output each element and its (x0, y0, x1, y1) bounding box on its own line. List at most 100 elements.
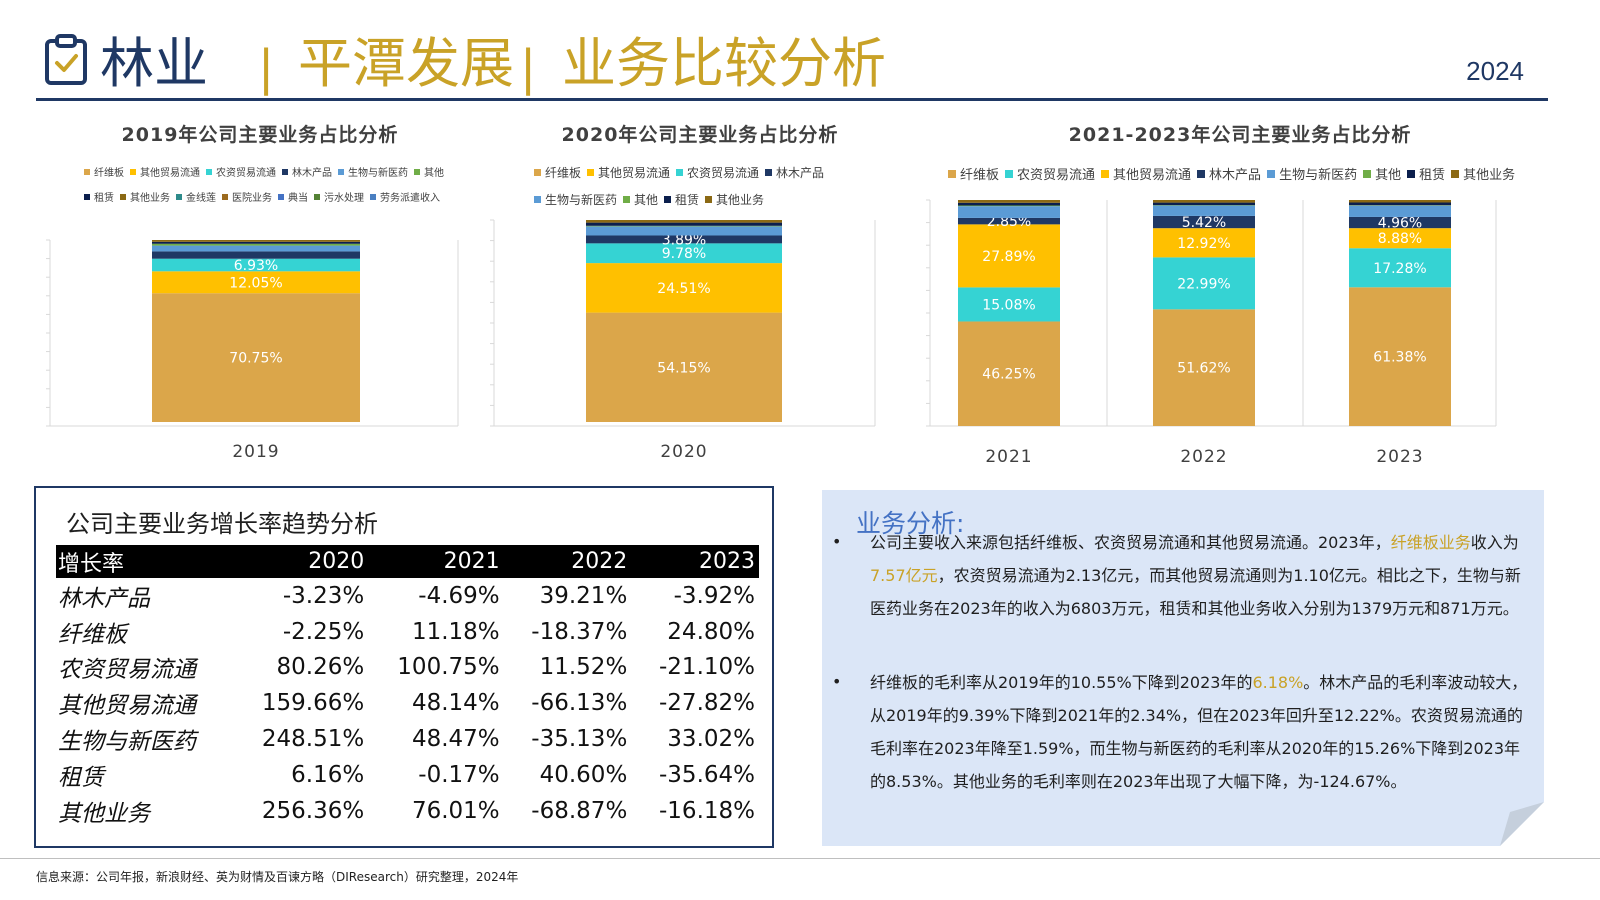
analysis-highlight: 纤维板业务 (1390, 533, 1471, 552)
table-header-year: 2022 (503, 545, 632, 578)
title-separator: | (258, 40, 275, 96)
source-note: 信息来源：公司年报，新浪财经、英为财情及百谏方略（DIResearch）研究整理… (36, 870, 519, 884)
growth-rate: -27.82% (659, 690, 755, 717)
business-name: 纤维板 (58, 621, 127, 648)
legend-label: 纤维板 (94, 168, 124, 179)
bar-segment (586, 222, 782, 226)
legend-item: 生物与新医药 (534, 191, 617, 208)
analysis-text: 纤维板的毛利率从2019年的10.55%下降到2023年的 (870, 673, 1253, 692)
growth-rate: 11.52% (539, 654, 628, 681)
legend-swatch (1407, 169, 1416, 178)
growth-rate: -18.37% (531, 618, 628, 645)
data-label: 9.78% (662, 246, 706, 262)
data-label: 51.62% (1177, 361, 1230, 377)
legend-swatch (206, 168, 212, 175)
bar-segment (1153, 309, 1255, 426)
legend-swatch (84, 193, 90, 200)
table-row: 农资贸易流通 80.26% 100.75% 11.52% -21.10% (56, 650, 759, 686)
business-name: 生物与新医药 (58, 729, 196, 756)
bar-segment (1349, 228, 1451, 249)
data-label: 15.08% (982, 297, 1035, 313)
table-row: 租赁 6.16% -0.17% 40.60% -35.64% (56, 757, 759, 793)
chart-legend: 纤维板 其他贸易流通 农资贸易流通 林木产品 生物与新医药 其他 租赁 其他业务 金线莲 医院业务… (84, 164, 464, 204)
growth-rate: -35.13% (531, 726, 628, 753)
data-label: 5.42% (1182, 215, 1226, 231)
bar-segment (1153, 228, 1255, 258)
legend-item: 其他贸易流通 (1101, 164, 1191, 183)
legend-item: 污水处理 (314, 189, 364, 204)
analysis-text: 收入为 (1470, 533, 1519, 552)
legend-swatch (414, 168, 420, 175)
growth-rate: 24.80% (667, 618, 755, 645)
legend-label: 污水处理 (324, 193, 364, 204)
growth-rate: 6.16% (291, 761, 365, 788)
legend-swatch (120, 193, 126, 200)
bullet-icon: • (832, 672, 842, 691)
chart-plot: 46.25% 15.08% 27.89% 2.85% 2021 51.62% 22.99% 1… (926, 199, 1497, 467)
bar-segment (1153, 200, 1255, 203)
bar-segment (152, 241, 360, 244)
legend-item: 金线莲 (176, 189, 216, 204)
legend-label: 租赁 (675, 193, 700, 207)
chart-title: 2020年公司主要业务占比分析 (561, 124, 839, 146)
bar-segment (1349, 205, 1451, 217)
legend-label: 其他贸易流通 (1113, 168, 1192, 183)
analysis-paragraph-2: 纤维板的毛利率从2019年的10.55%下降到2023年的6.18%。林木产品的… (870, 666, 1530, 798)
data-label: 17.28% (1373, 261, 1426, 277)
legend-label: 其他业务 (716, 193, 765, 207)
analysis-highlight: 6.18% (1252, 673, 1304, 692)
legend-label: 租赁 (1419, 168, 1446, 183)
growth-rate: 100.75% (397, 654, 500, 681)
legend-item: 其他业务 (705, 191, 764, 208)
legend-label: 其他贸易流通 (140, 168, 200, 179)
data-label: 2.85% (987, 214, 1031, 230)
bar-segment (1349, 202, 1451, 206)
legend-item: 其他 (623, 191, 658, 208)
legend-label: 金线莲 (186, 193, 216, 204)
legend-label: 劳务派遣收入 (380, 193, 440, 204)
bar-segment (586, 235, 782, 244)
bar-segment (152, 293, 360, 422)
data-label: 12.92% (1177, 236, 1230, 252)
growth-rate: 248.51% (261, 726, 365, 753)
legend-swatch (1267, 169, 1276, 178)
legend-item: 纤维板 (84, 164, 124, 179)
category-label: 2019 (232, 442, 279, 462)
growth-rate: 159.66% (261, 690, 365, 717)
bar-segment (1153, 205, 1255, 216)
legend-item: 其他 (414, 164, 444, 179)
chart-2021-2023: 2021-2023年公司主要业务占比分析 纤维板 农资贸易流通 其他贸易流通 林木产品… (920, 108, 1560, 478)
data-label: 4.96% (1378, 216, 1422, 232)
growth-table-panel: 公司主要业务增长率趋势分析 增长率 2020 2021 2022 2023 林木产品 -3… (34, 486, 774, 848)
data-label: 61.38% (1373, 350, 1426, 366)
growth-rate: -4.69% (418, 582, 500, 609)
legend-item: 租赁 (664, 191, 699, 208)
category-label: 2023 (1376, 447, 1423, 467)
chart-2020: 2020年公司主要业务占比分析 纤维板 其他贸易流通 农资贸易流通 林木产品 生物与新医… (490, 108, 910, 473)
table-row: 其他贸易流通 159.66% 48.14% -66.13% -27.82% (56, 685, 759, 721)
page-fold-icon (1500, 802, 1544, 846)
legend-label: 生物与新医药 (1279, 168, 1358, 183)
bar-segment (586, 220, 782, 223)
legend-label: 纤维板 (960, 168, 1000, 183)
growth-rate: 80.26% (276, 654, 365, 681)
title-separator: | (520, 40, 537, 96)
growth-rate: 39.21% (539, 582, 628, 609)
data-label: 3.89% (662, 232, 706, 248)
chart-legend: 纤维板 其他贸易流通 农资贸易流通 林木产品 生物与新医药 其他 租赁 其他业务 (534, 164, 884, 208)
legend-item: 其他贸易流通 (130, 164, 200, 179)
legend-item: 其他 (1363, 164, 1401, 183)
legend-item: 医院业务 (222, 189, 272, 204)
data-label: 22.99% (1177, 276, 1230, 292)
category-label: 2021 (985, 447, 1032, 467)
legend-label: 医院业务 (232, 193, 272, 204)
business-name: 林木产品 (58, 585, 150, 612)
legend-swatch (623, 196, 631, 203)
table-header-label: 增长率 (56, 545, 233, 578)
bar-segment (152, 258, 360, 272)
table-header-year: 2021 (368, 545, 504, 578)
bar-segment (958, 287, 1060, 322)
chart-title: 2019年公司主要业务占比分析 (121, 124, 399, 146)
legend-item: 林木产品 (282, 164, 332, 179)
legend-label: 林木产品 (1209, 168, 1262, 183)
